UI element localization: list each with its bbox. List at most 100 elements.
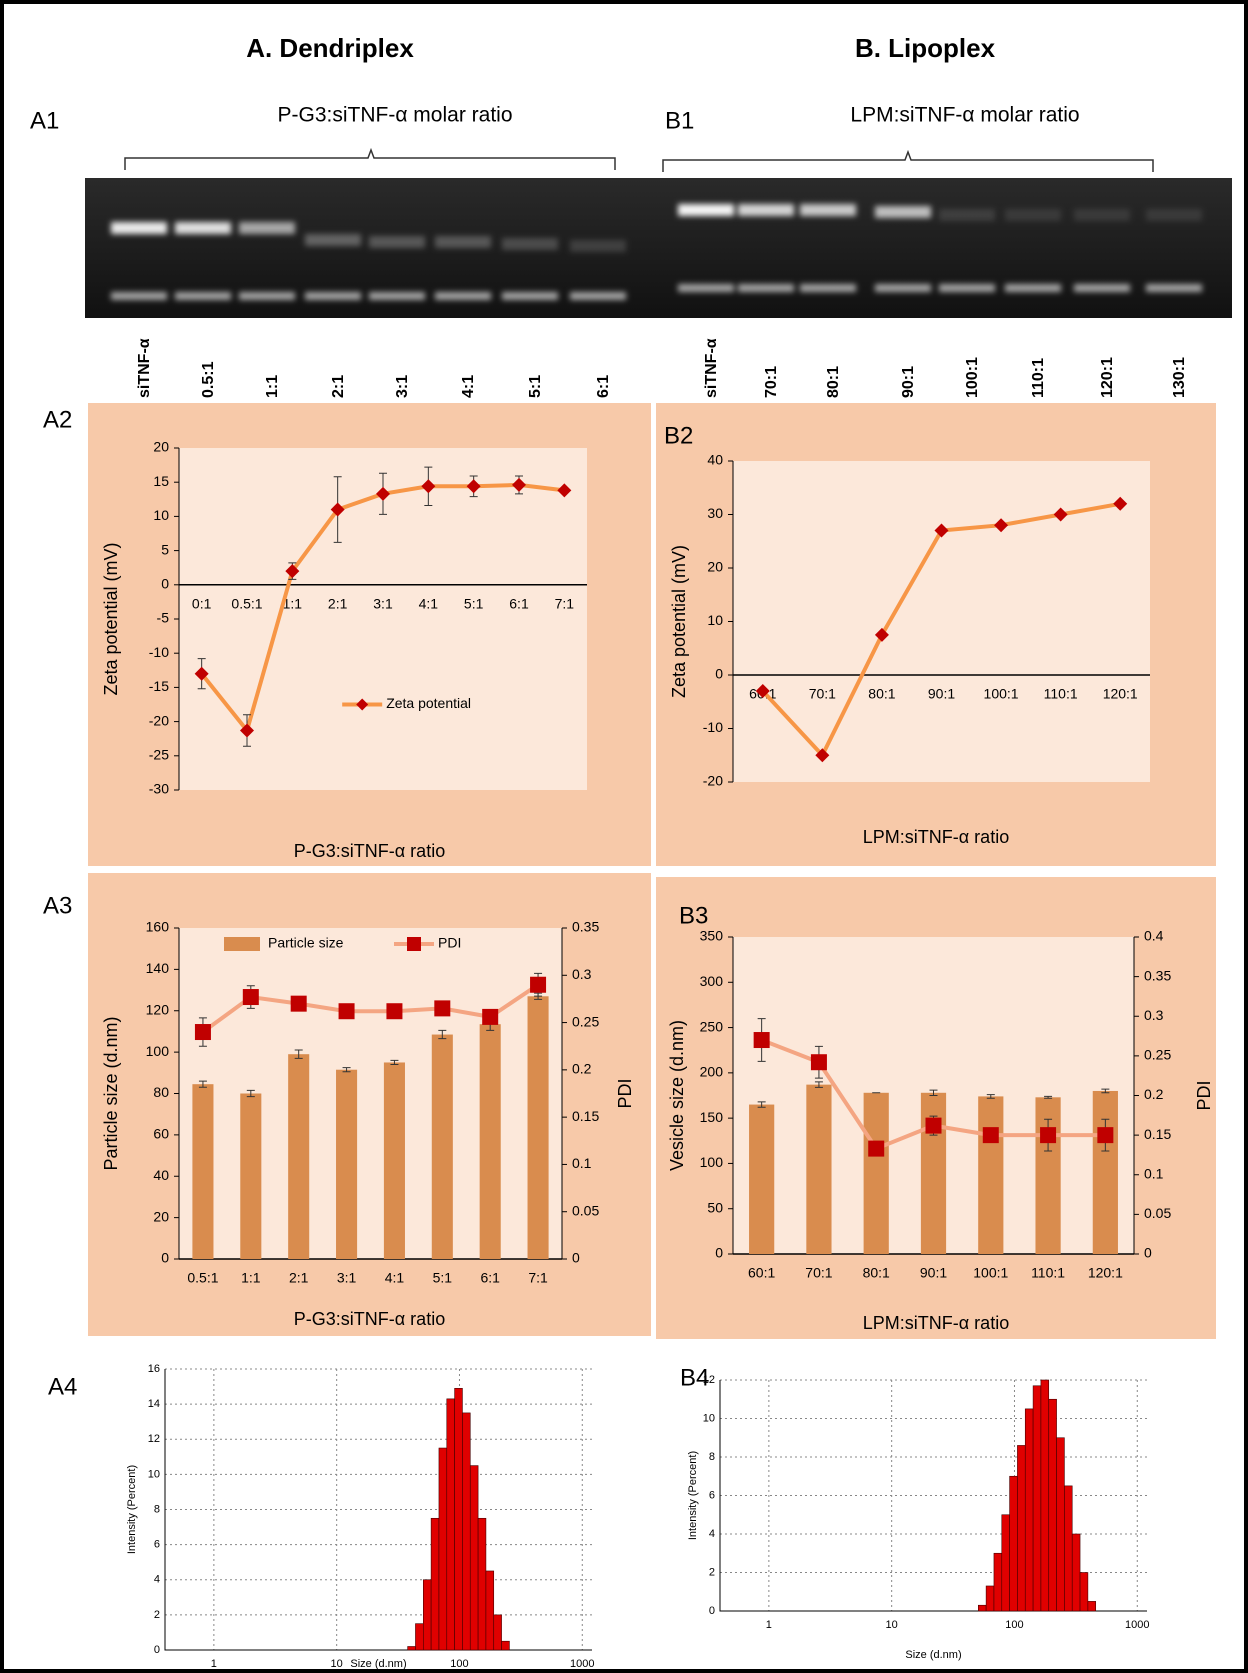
bar	[486, 1571, 494, 1650]
bar	[240, 1094, 261, 1260]
bar	[806, 1085, 831, 1254]
y-axis-title: Zeta potential (mV)	[101, 542, 121, 695]
y2-axis-title: PDI	[615, 1078, 635, 1108]
x-tick-label: 90:1	[920, 1265, 947, 1281]
legend-swatch	[224, 937, 260, 951]
lane-label: 80:1	[825, 366, 842, 398]
lane-label: 70:1	[763, 366, 780, 398]
gel-band	[570, 292, 626, 300]
bar	[1010, 1476, 1018, 1611]
x-tick-label: 1:1	[241, 1270, 261, 1286]
y-tick-label: 120	[146, 1001, 170, 1017]
marker	[754, 1032, 770, 1048]
x-tick-label: 3:1	[373, 596, 393, 612]
lane-label: 0.5:1	[200, 361, 217, 398]
bar	[1057, 1438, 1065, 1611]
y-tick-label: 15	[153, 473, 169, 489]
y2-tick-label: 0.05	[572, 1202, 599, 1218]
bar	[1049, 1399, 1057, 1611]
y-tick-label: 140	[146, 960, 170, 976]
gel-band	[738, 284, 794, 292]
bar	[288, 1054, 309, 1259]
y2-tick-label: 0.35	[572, 919, 599, 935]
gel-band	[175, 222, 231, 234]
bar	[415, 1624, 423, 1650]
bar	[978, 1605, 986, 1611]
gel-band	[175, 292, 231, 300]
y2-axis-title: PDI	[1194, 1080, 1214, 1110]
y2-tick-label: 0.25	[1144, 1047, 1171, 1063]
y-tick-label: 8	[709, 1451, 715, 1463]
gel-title: LPM:siTNF-α molar ratio	[850, 104, 1079, 127]
x-tick-label: 4:1	[385, 1270, 405, 1286]
x-tick-label: 120:1	[1103, 686, 1138, 702]
panel-label: A2	[43, 406, 72, 433]
x-axis-title: LPM:siTNF-α ratio	[863, 1313, 1009, 1333]
bar	[336, 1070, 357, 1259]
x-tick-label: 1	[766, 1619, 772, 1631]
y-tick-label: 12	[703, 1374, 715, 1386]
gel-band	[570, 240, 626, 252]
gel-band	[502, 238, 558, 250]
x-tick-label: 1000	[570, 1658, 594, 1670]
y-tick-label: -10	[703, 719, 723, 735]
bar	[1002, 1515, 1010, 1611]
y-tick-label: 80	[153, 1084, 169, 1100]
lane-label: siTNF-α	[136, 338, 153, 398]
gel-band	[239, 292, 295, 300]
y2-tick-label: 0	[1144, 1245, 1152, 1261]
bar	[528, 996, 549, 1259]
bar	[1072, 1534, 1080, 1611]
x-axis-title: Size (d.nm)	[350, 1658, 406, 1670]
y-tick-label: 10	[707, 612, 723, 628]
y-tick-label: 0	[715, 666, 723, 682]
x-tick-label: 120:1	[1088, 1265, 1123, 1281]
y-tick-label: -5	[157, 610, 170, 626]
x-tick-label: 80:1	[868, 686, 895, 702]
gel-band	[435, 292, 491, 300]
gel-band	[239, 222, 295, 234]
bar	[978, 1096, 1003, 1254]
x-tick-label: 1	[211, 1658, 217, 1670]
marker	[291, 996, 307, 1012]
bar	[749, 1105, 774, 1254]
y-tick-label: 5	[161, 541, 169, 557]
lane-label: 90:1	[900, 366, 917, 398]
x-tick-label: 70:1	[805, 1265, 832, 1281]
y-tick-label: 6	[709, 1489, 715, 1501]
marker	[1040, 1127, 1056, 1143]
marker	[1097, 1127, 1113, 1143]
x-axis-title: LPM:siTNF-α ratio	[863, 827, 1009, 847]
gel-band	[1005, 284, 1061, 292]
x-axis-title: P-G3:siTNF-α ratio	[294, 841, 445, 861]
gel-band	[1074, 209, 1130, 221]
x-tick-label: 0.5:1	[231, 596, 262, 612]
y2-tick-label: 0.15	[572, 1108, 599, 1124]
y2-tick-label: 0.35	[1144, 967, 1171, 983]
gel-band	[1005, 209, 1061, 221]
y-tick-label: 6	[154, 1539, 160, 1551]
bar	[502, 1641, 510, 1650]
bar	[432, 1035, 453, 1259]
bar	[1025, 1409, 1033, 1611]
y-tick-label: -25	[149, 747, 169, 763]
y-tick-label: 0	[161, 576, 169, 592]
y-tick-label: 20	[153, 439, 169, 455]
y-tick-label: 250	[700, 1018, 724, 1034]
y-tick-label: 0	[709, 1605, 715, 1617]
gel-band	[800, 204, 856, 216]
y-tick-label: -30	[149, 781, 169, 797]
marker	[195, 1024, 211, 1040]
y-axis-title: Intensity (Percent)	[687, 1451, 699, 1540]
gel-band	[305, 292, 361, 300]
y-tick-label: 100	[146, 1043, 170, 1059]
gel-band	[875, 284, 931, 292]
bar	[1093, 1091, 1118, 1254]
y-axis-title: Vesicle size (d.nm)	[667, 1020, 687, 1171]
gel-band	[369, 292, 425, 300]
gel-band	[369, 236, 425, 248]
gel-band	[111, 222, 167, 234]
y-axis-title: Intensity (Percent)	[126, 1465, 138, 1554]
panel-label: B1	[665, 107, 694, 134]
gel-band	[738, 204, 794, 216]
